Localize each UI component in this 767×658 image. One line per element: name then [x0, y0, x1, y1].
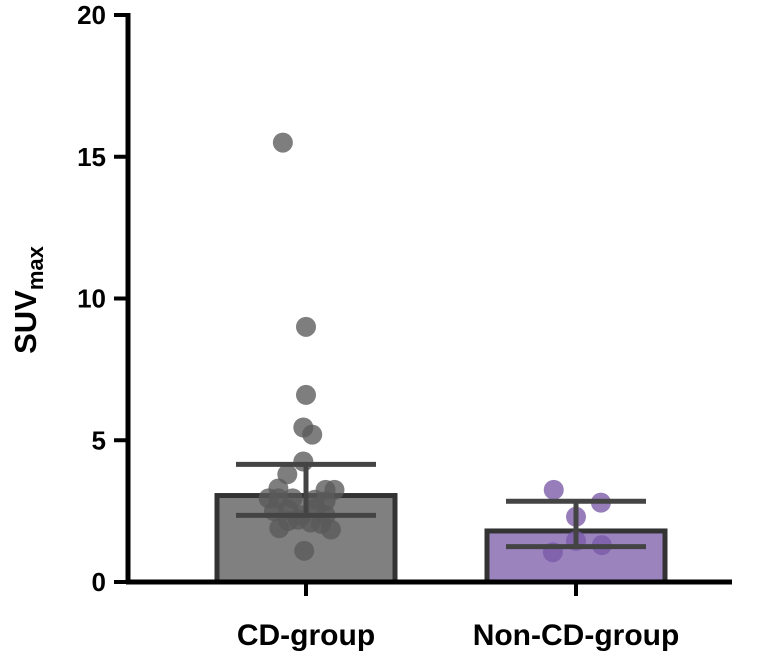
- data-point-cd-group: [296, 384, 316, 405]
- data-point-cd-group: [302, 424, 323, 445]
- x-tick-label-cd-group: CD-group: [237, 619, 375, 652]
- y-tick-label: 15: [77, 142, 106, 172]
- data-point-cd-group: [296, 316, 316, 337]
- x-tick-label-non-cd-group: Non-CD-group: [473, 619, 680, 652]
- axes-layer: CD-group Non-CD-group 0 5 10 15 20: [77, 0, 732, 652]
- y-axis-label: SUVmax: [8, 245, 48, 354]
- data-point-cd-group: [320, 519, 341, 540]
- data-point-cd-group: [293, 451, 314, 472]
- y-axis-label-subscript: max: [23, 245, 48, 290]
- y-tick-label: 0: [92, 567, 106, 597]
- data-point-cd-group: [294, 540, 315, 561]
- points-layer: [258, 132, 612, 563]
- y-tick-label: 10: [77, 284, 106, 314]
- y-tick-label: 20: [77, 0, 106, 30]
- error-bars-layer: [236, 461, 646, 550]
- y-tick-label: 5: [92, 425, 106, 455]
- y-axis-label-main: SUV: [8, 290, 43, 354]
- data-point-cd-group: [269, 518, 290, 539]
- data-point-cd-group: [272, 132, 293, 153]
- data-point-non-cd-group: [543, 479, 564, 500]
